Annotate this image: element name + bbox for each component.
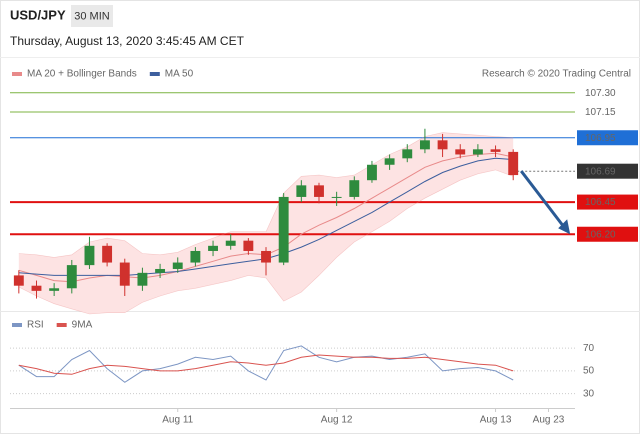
candle-body — [296, 185, 307, 197]
arrow-head — [558, 219, 571, 235]
y-tick-label: 30 — [583, 388, 595, 399]
candle-body — [349, 180, 360, 197]
legend-label: 9MA — [72, 320, 93, 331]
candle-body — [172, 262, 183, 269]
interval-box[interactable] — [71, 5, 113, 27]
y-tick-label: 50 — [583, 366, 595, 377]
candle-body — [66, 265, 77, 289]
chart-title: USD/JPY — [10, 7, 66, 22]
candle-body — [455, 149, 466, 155]
candle-body — [402, 149, 413, 159]
level-label: 106.20 — [585, 229, 616, 240]
candle-body — [490, 149, 501, 152]
level-tag — [577, 226, 638, 242]
legend-swatch — [12, 323, 22, 327]
candle-body — [261, 250, 271, 263]
forecast-arrow — [520, 170, 566, 229]
indicator-line — [18, 354, 514, 375]
candle-body — [225, 240, 236, 246]
candle-body — [84, 245, 95, 266]
level-label: 107.30 — [585, 88, 616, 99]
candle-body — [137, 272, 148, 286]
level-tag — [577, 130, 638, 146]
legend-label: MA 20 + Bollinger Bands — [27, 69, 137, 80]
level-label: 107.15 — [585, 107, 616, 118]
candle-body — [13, 275, 24, 286]
level-label: 106.69 — [585, 166, 616, 177]
candle-body — [314, 185, 324, 197]
level-label: 106.45 — [585, 197, 616, 208]
legend-label: RSI — [27, 320, 44, 331]
band-upper — [18, 132, 514, 258]
candle-body — [384, 158, 395, 165]
legend-swatch — [56, 323, 67, 327]
candle-body — [243, 240, 254, 251]
x-tick-label: Aug 11 — [162, 415, 193, 426]
level-label: 106.95 — [585, 133, 616, 144]
level-tag — [577, 194, 638, 210]
legend-label: MA 50 — [165, 69, 194, 80]
credit: Research © 2020 Trading Central — [482, 69, 631, 80]
candle-body — [331, 196, 342, 198]
candle-body — [367, 164, 377, 181]
candle-body — [102, 245, 113, 263]
y-tick-label: 70 — [583, 343, 595, 354]
x-tick-label: Aug 23 — [533, 415, 565, 426]
candle-body — [119, 262, 130, 286]
candle-body — [31, 285, 42, 291]
candle-body — [190, 250, 201, 263]
candle-body — [278, 196, 289, 263]
subtitle: Thursday, August 13, 2020 3:45:45 AM CET — [10, 34, 245, 48]
candle-body — [419, 140, 430, 150]
x-tick-label: Aug 13 — [480, 415, 512, 426]
interval[interactable]: 30 MIN — [74, 10, 110, 22]
indicator-line — [18, 345, 514, 383]
candle-body — [472, 149, 483, 155]
candle-body — [155, 268, 166, 273]
legend-swatch — [12, 72, 22, 76]
candle-body — [508, 151, 519, 176]
candle-body — [208, 245, 218, 251]
band-lower — [18, 169, 514, 315]
candle-body — [437, 140, 448, 150]
level-tag — [577, 163, 638, 179]
legend-swatch — [149, 72, 160, 76]
candle-body — [49, 288, 60, 291]
x-tick-label: Aug 12 — [321, 415, 353, 426]
